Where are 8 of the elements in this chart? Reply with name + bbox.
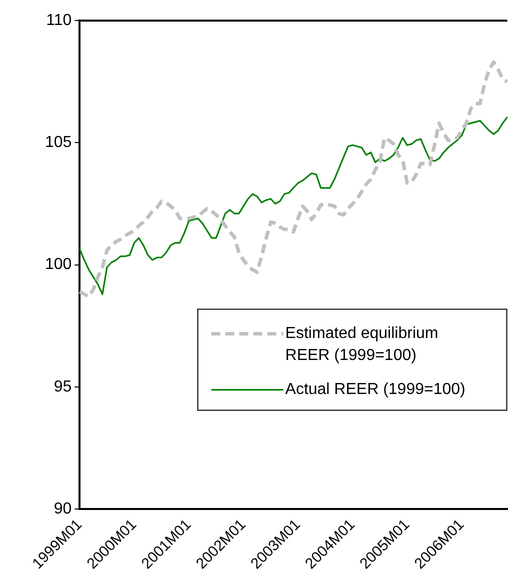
y-tick-label: 100 — [44, 256, 72, 274]
y-tick-label: 95 — [54, 378, 72, 396]
line-series — [78, 60, 510, 298]
y-tick-label: 110 — [46, 12, 72, 30]
y-tick-label: 105 — [44, 134, 72, 152]
y-tick-label: 90 — [54, 500, 72, 518]
legend-label: Estimated equilibrium REER (1999=100) — [285, 325, 438, 364]
legend-label: Actual REER (1999=100) — [285, 381, 466, 398]
